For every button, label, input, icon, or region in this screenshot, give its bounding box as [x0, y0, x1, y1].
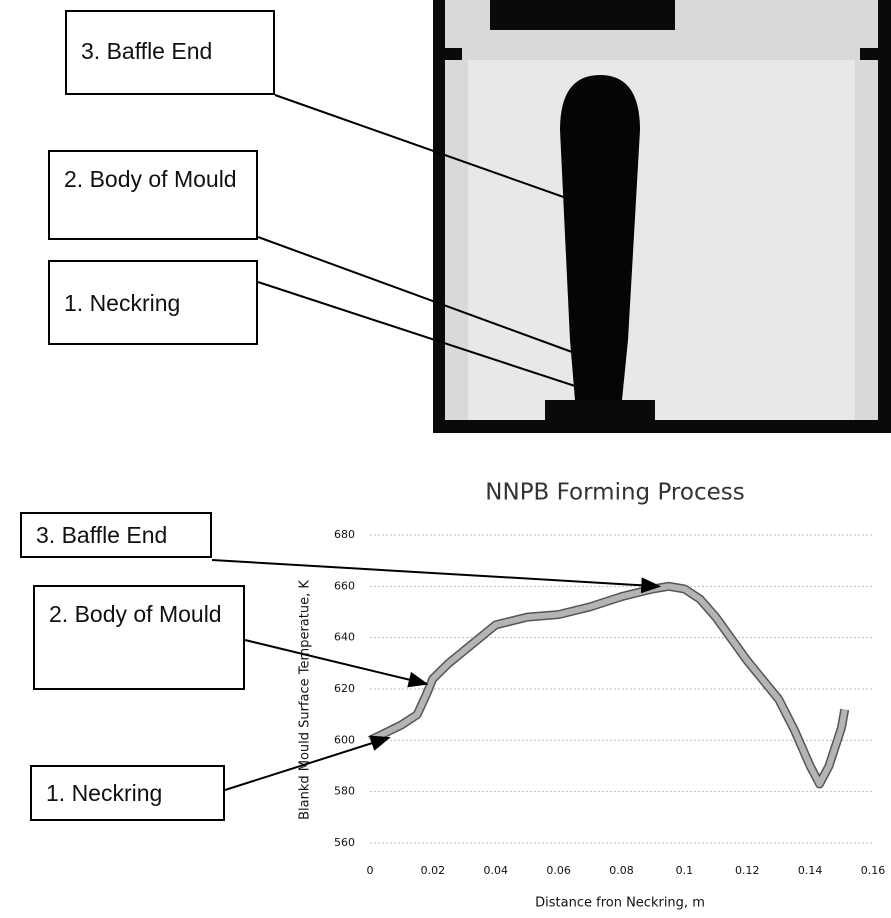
chart-title: NNPB Forming Process — [485, 480, 744, 506]
mould-label: 3. Baffle End — [65, 10, 275, 95]
annotation-arrow — [245, 640, 427, 684]
mould-label: 2. Body of Mould — [48, 150, 258, 240]
y-tick-label: 620 — [334, 682, 355, 695]
y-tick-label: 660 — [334, 579, 355, 592]
y-tick-label: 680 — [334, 528, 355, 541]
x-tick-label: 0 — [367, 864, 374, 877]
annotation-box: 1. Neckring — [30, 765, 225, 821]
y-tick-label: 640 — [334, 631, 355, 644]
x-tick-label: 0.12 — [735, 864, 760, 877]
mould-label: 1. Neckring — [48, 260, 258, 345]
x-tick-label: 0.02 — [421, 864, 446, 877]
y-tick-label: 560 — [334, 836, 355, 849]
x-tick-label: 0.04 — [484, 864, 509, 877]
annotation-box: 2. Body of Mould — [33, 585, 245, 690]
x-tick-label: 0.1 — [676, 864, 694, 877]
x-tick-label: 0.06 — [546, 864, 571, 877]
x-axis-label: Distance fron Neckring, m — [535, 896, 705, 911]
page: NNPB Forming Process Distance fron Neckr… — [0, 0, 891, 918]
y-axis-label: Blankd Mould Surface Temperatue, K — [298, 580, 313, 820]
mould-image — [433, 0, 891, 433]
data-line-outline — [370, 586, 845, 784]
y-tick-label: 580 — [334, 785, 355, 798]
x-tick-label: 0.16 — [861, 864, 886, 877]
x-tick-label: 0.08 — [609, 864, 634, 877]
x-tick-label: 0.14 — [798, 864, 823, 877]
annotation-box: 3. Baffle End — [20, 512, 212, 558]
data-line — [370, 586, 845, 784]
y-tick-label: 600 — [334, 733, 355, 746]
annotation-arrow — [212, 560, 659, 586]
